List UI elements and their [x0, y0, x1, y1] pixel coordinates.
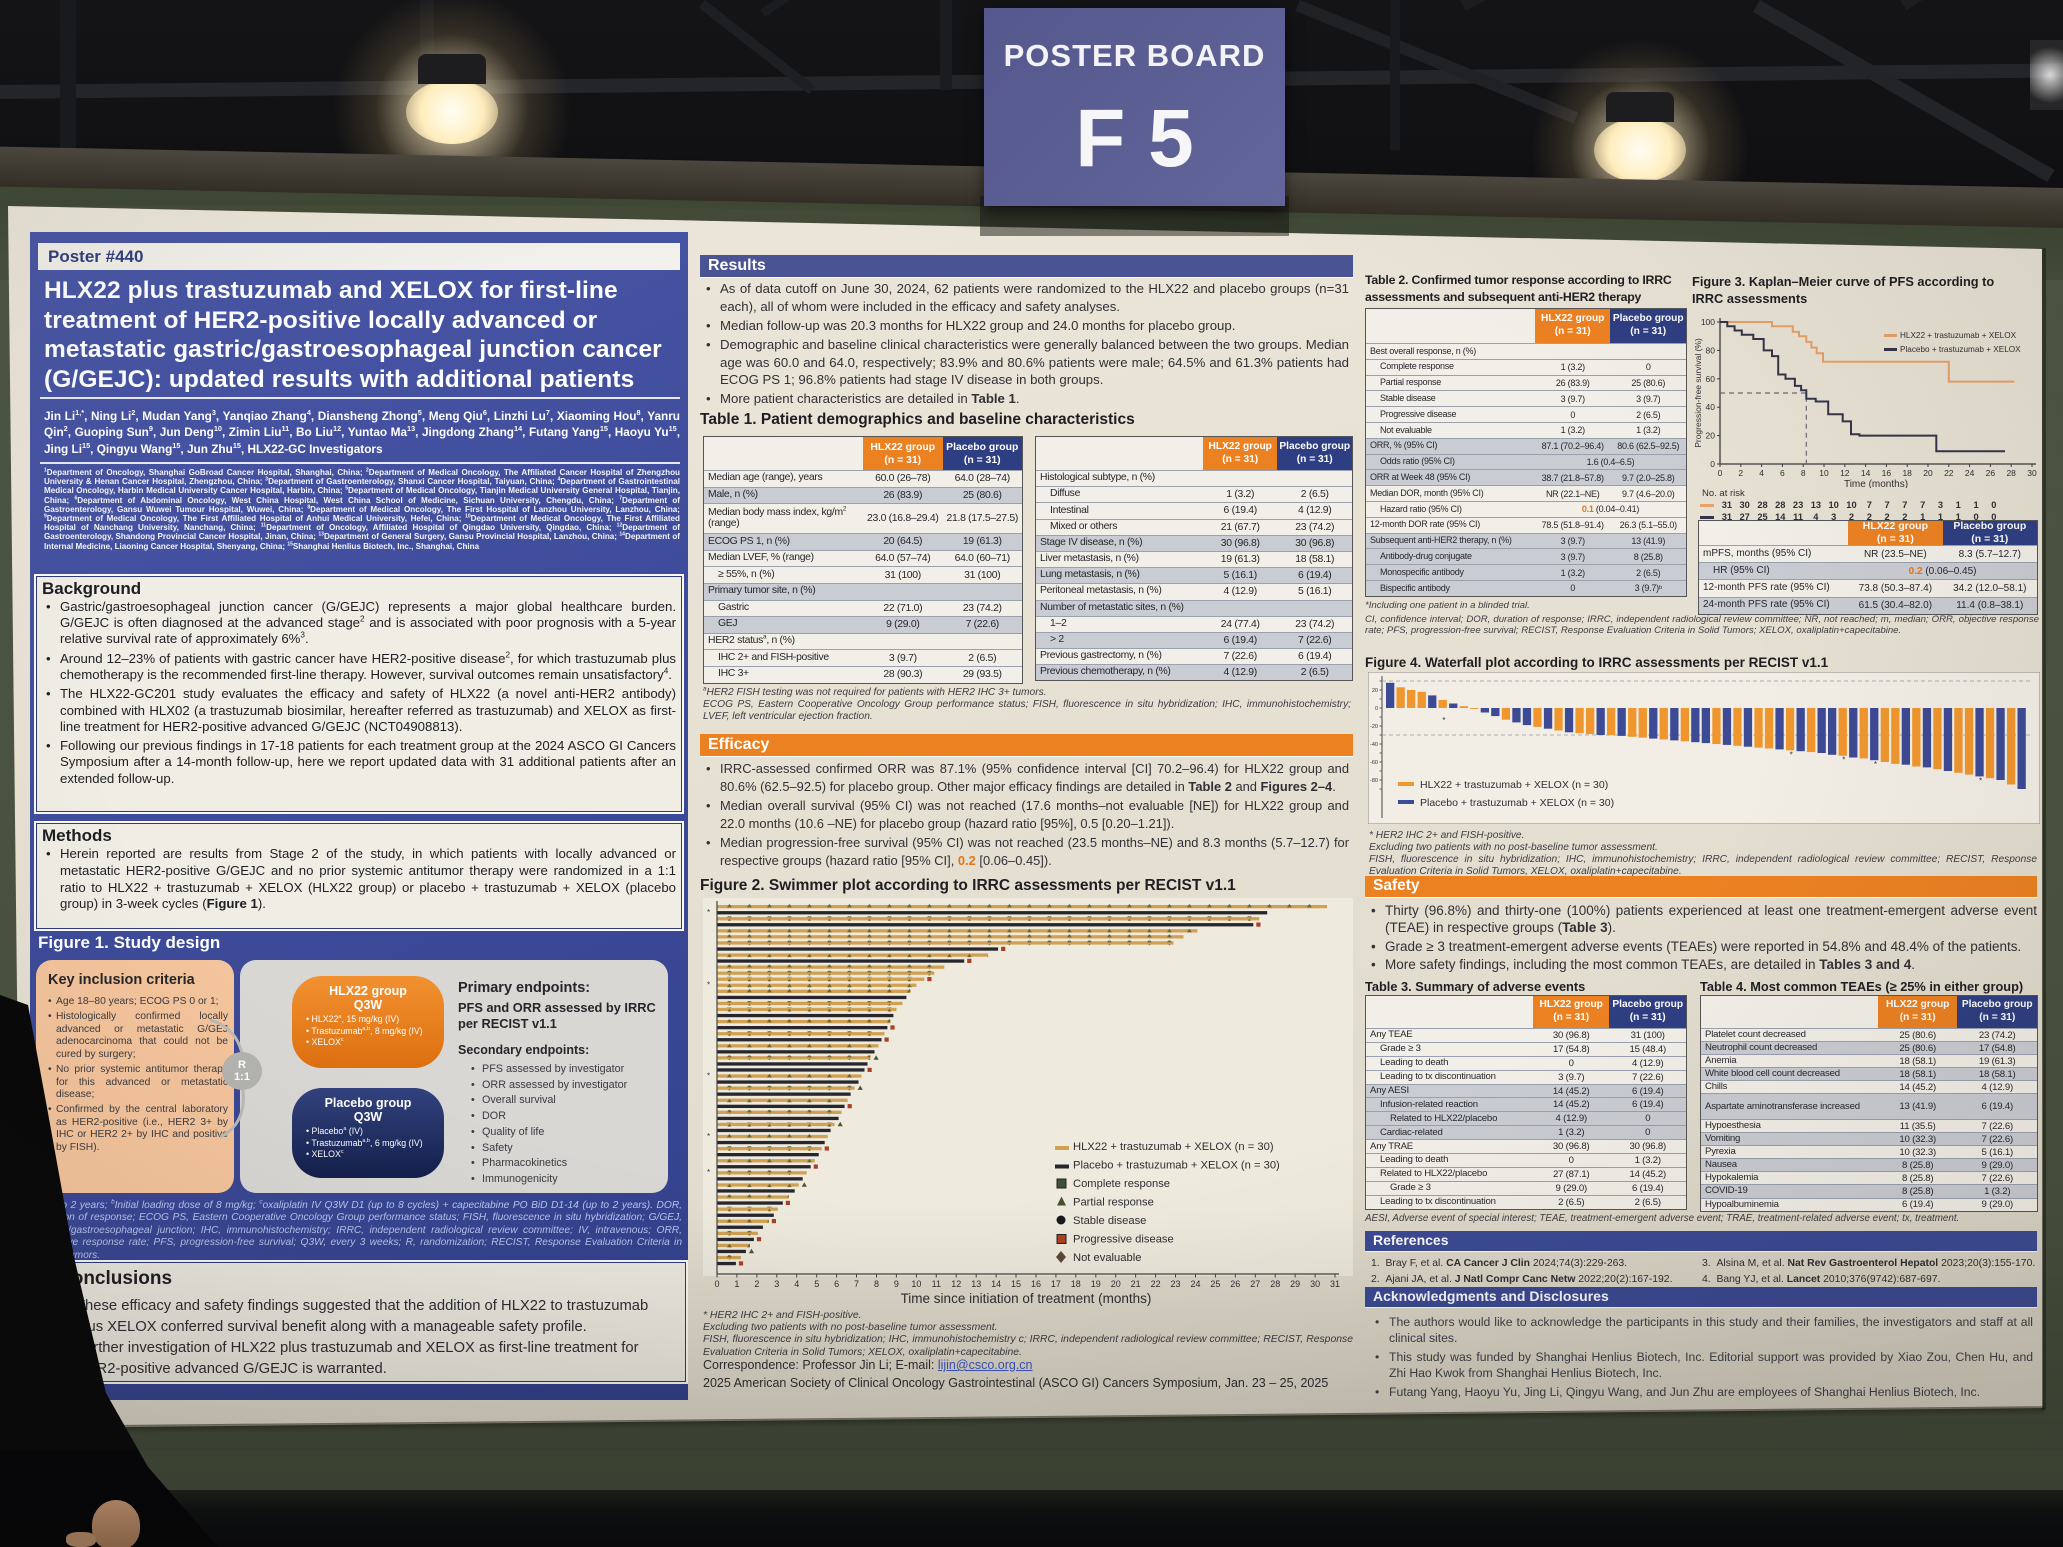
- svg-text:-40: -40: [1370, 742, 1378, 748]
- svg-text:27: 27: [1250, 1279, 1260, 1289]
- svg-text:0: 0: [1718, 468, 1723, 478]
- svg-text:*: *: [1842, 756, 1845, 765]
- svg-text:26: 26: [1986, 468, 1996, 478]
- svg-text:14: 14: [1861, 468, 1871, 478]
- svg-text:HLX22 + trastuzumab + XELOX (n: HLX22 + trastuzumab + XELOX (n = 30): [1073, 1141, 1274, 1153]
- svg-text:18: 18: [1071, 1279, 1081, 1289]
- svg-text:Progression-free survival (%): Progression-free survival (%): [1694, 338, 1703, 448]
- svg-text:8: 8: [1801, 468, 1806, 478]
- svg-text:0: 0: [1375, 706, 1378, 712]
- svg-text:40: 40: [1706, 402, 1716, 412]
- svg-text:22: 22: [1151, 1279, 1161, 1289]
- svg-text:31: 31: [1330, 1279, 1340, 1289]
- svg-text:Stable disease: Stable disease: [1073, 1215, 1146, 1227]
- svg-text:Placebo + trastuzumab + XELOX: Placebo + trastuzumab + XELOX (n = 30): [1073, 1160, 1280, 1172]
- svg-text:Progressive disease: Progressive disease: [1073, 1234, 1174, 1246]
- svg-text:*: *: [707, 908, 710, 917]
- svg-text:9: 9: [894, 1279, 899, 1289]
- svg-text:100: 100: [1701, 317, 1715, 327]
- svg-text:10: 10: [1819, 468, 1829, 478]
- svg-text:Time (months): Time (months): [1844, 479, 1908, 488]
- svg-text:13: 13: [971, 1279, 981, 1289]
- svg-text:-60: -60: [1370, 760, 1378, 766]
- svg-text:11: 11: [932, 1279, 941, 1289]
- svg-text:30: 30: [1310, 1279, 1320, 1289]
- svg-text:23: 23: [1170, 1279, 1180, 1289]
- svg-text:Placebo + trastuzumab + XELOX: Placebo + trastuzumab + XELOX: [1900, 345, 2021, 354]
- svg-text:10: 10: [911, 1279, 921, 1289]
- svg-text:*: *: [707, 981, 710, 990]
- svg-text:*: *: [707, 1168, 710, 1177]
- svg-text:8: 8: [874, 1279, 879, 1289]
- svg-text:20: 20: [1111, 1279, 1121, 1289]
- svg-text:16: 16: [1031, 1279, 1041, 1289]
- svg-text:24: 24: [1965, 468, 1975, 478]
- svg-text:16: 16: [1882, 468, 1892, 478]
- svg-text:6: 6: [834, 1279, 839, 1289]
- svg-text:HLX22 + trastuzumab + XELOX (n: HLX22 + trastuzumab + XELOX (n = 30): [1420, 779, 1608, 791]
- svg-text:24: 24: [1190, 1279, 1200, 1289]
- svg-text:22: 22: [1944, 468, 1954, 478]
- svg-text:26: 26: [1230, 1279, 1240, 1289]
- svg-text:Partial response: Partial response: [1073, 1197, 1154, 1209]
- svg-text:*: *: [707, 1071, 710, 1080]
- svg-text:0: 0: [714, 1279, 719, 1289]
- svg-text:12: 12: [951, 1279, 961, 1289]
- svg-text:5: 5: [814, 1279, 819, 1289]
- svg-text:21: 21: [1131, 1279, 1141, 1289]
- svg-text:Time since initiation of treat: Time since initiation of treatment (mont…: [901, 1291, 1152, 1306]
- svg-text:-20: -20: [1370, 724, 1378, 730]
- svg-text:Complete response: Complete response: [1073, 1178, 1170, 1190]
- svg-text:12: 12: [1840, 468, 1850, 478]
- svg-text:3: 3: [774, 1279, 779, 1289]
- svg-text:-80: -80: [1370, 778, 1378, 784]
- svg-text:2: 2: [754, 1279, 759, 1289]
- svg-text:20: 20: [1706, 431, 1716, 441]
- svg-text:30: 30: [2027, 468, 2037, 478]
- svg-text:*: *: [1442, 716, 1445, 725]
- svg-text:17: 17: [1051, 1279, 1061, 1289]
- svg-text:15: 15: [1011, 1279, 1021, 1289]
- svg-text:4: 4: [1759, 468, 1764, 478]
- svg-text:18: 18: [1902, 468, 1912, 478]
- svg-text:Placebo + trastuzumab + XELOX: Placebo + trastuzumab + XELOX (n = 30): [1420, 797, 1614, 809]
- svg-text:25: 25: [1210, 1279, 1220, 1289]
- svg-text:60: 60: [1706, 374, 1716, 384]
- svg-text:20: 20: [1372, 688, 1378, 694]
- svg-text:80: 80: [1706, 345, 1716, 355]
- svg-text:20: 20: [1923, 468, 1933, 478]
- svg-text:28: 28: [2006, 468, 2016, 478]
- svg-text:19: 19: [1091, 1279, 1101, 1289]
- svg-text:1: 1: [734, 1279, 739, 1289]
- svg-text:*: *: [1979, 776, 1982, 785]
- svg-text:HLX22 + trastuzumab + XELOX: HLX22 + trastuzumab + XELOX: [1900, 331, 2017, 340]
- svg-text:4: 4: [794, 1279, 799, 1289]
- svg-text:14: 14: [991, 1279, 1001, 1289]
- svg-text:2: 2: [1738, 468, 1743, 478]
- svg-text:Not evaluable: Not evaluable: [1073, 1252, 1141, 1264]
- svg-text:*: *: [1874, 760, 1877, 769]
- svg-text:*: *: [707, 1132, 710, 1141]
- svg-text:0: 0: [1710, 459, 1715, 469]
- svg-text:29: 29: [1290, 1279, 1300, 1289]
- svg-text:28: 28: [1270, 1279, 1280, 1289]
- svg-text:7: 7: [854, 1279, 859, 1289]
- svg-text:*: *: [1790, 750, 1793, 759]
- svg-text:6: 6: [1780, 468, 1785, 478]
